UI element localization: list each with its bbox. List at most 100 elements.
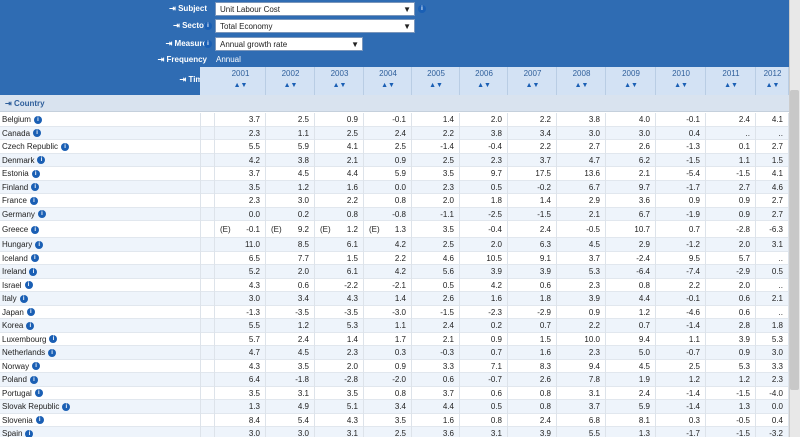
year-label: 2005 — [427, 69, 445, 78]
info-icon[interactable]: i — [204, 40, 212, 48]
table-cell: 2.3 — [557, 346, 606, 360]
year-label: 2006 — [475, 69, 493, 78]
info-icon[interactable]: i — [418, 5, 426, 13]
sort-arrows[interactable]: ▲▼ — [574, 82, 589, 89]
sort-arrows[interactable]: ▲▼ — [724, 82, 738, 89]
table-cell: 0.9 — [656, 194, 706, 208]
country-name[interactable]: Estonia i — [2, 167, 40, 181]
table-cell: 4.2 — [364, 238, 412, 252]
flag-cell — [200, 386, 215, 400]
sort-arrows[interactable]: ▲▼ — [332, 82, 347, 89]
table-cell: 3.7 — [557, 400, 606, 414]
sort-arrows[interactable]: ▲▼ — [674, 82, 688, 89]
country-name[interactable]: Luxembourg i — [2, 333, 58, 347]
country-header-row — [0, 95, 789, 112]
table-cell: 1.2 — [656, 373, 706, 387]
info-icon: i — [35, 240, 44, 249]
table-cell: 3.6 — [606, 194, 656, 208]
year-label: 2008 — [572, 69, 591, 78]
table-cell: -0.5 — [557, 221, 606, 238]
country-name[interactable]: Canada i — [2, 127, 42, 141]
country-name[interactable]: Norway i — [2, 360, 41, 374]
table-cell: -1.5 — [706, 386, 756, 400]
table-cell: 0.5 — [460, 400, 508, 414]
country-name[interactable]: Finland i — [2, 181, 40, 195]
sort-arrows[interactable]: ▲▼ — [525, 82, 540, 89]
table-cell: 9.5 — [656, 251, 706, 265]
country-name[interactable]: Spain i — [2, 427, 34, 437]
table-cell: 0.6 — [706, 305, 756, 319]
sort-arrows[interactable]: ▲▼ — [624, 82, 638, 89]
subject-select[interactable]: Unit Labour Cost ▼ — [215, 2, 415, 16]
table-cell: 2.5 — [364, 140, 412, 154]
sort-arrows[interactable]: ▲▼ — [381, 82, 395, 89]
table-cell: 6.5 — [215, 251, 266, 265]
table-cell: 3.5 — [412, 167, 460, 181]
flag-cell — [200, 180, 215, 194]
table-cell: 3.3 — [412, 359, 460, 373]
table-cell: 1.2 — [606, 305, 656, 319]
table-cell: 6.3 — [508, 238, 557, 252]
table-cell: 6.1 — [315, 265, 364, 279]
country-name[interactable]: Denmark i — [2, 154, 46, 168]
country-name[interactable]: Czech Republic i — [2, 140, 70, 154]
country-name[interactable]: Slovenia i — [2, 414, 44, 428]
country-name[interactable]: Netherlands i — [2, 346, 57, 360]
table-cell: -0.1 — [656, 113, 706, 127]
table-cell: -1.4 — [412, 140, 460, 154]
country-name[interactable]: Poland i — [2, 373, 38, 387]
estimate-flag: (E) — [220, 225, 231, 234]
table-cell: -0.1 — [656, 292, 706, 306]
sort-arrows[interactable]: ▲▼ — [477, 82, 491, 89]
table-cell: 6.1 — [315, 238, 364, 252]
country-name[interactable]: Greece i — [2, 221, 40, 238]
country-name[interactable]: Ireland i — [2, 265, 38, 279]
country-name[interactable]: Korea i — [2, 319, 35, 333]
table-cell: -1.5 — [412, 305, 460, 319]
table-cell: 5.1 — [315, 400, 364, 414]
table-cell: 5.9 — [606, 400, 656, 414]
table-cell: 2.3 — [412, 180, 460, 194]
scrollbar-thumb[interactable] — [790, 90, 799, 390]
table-cell: -1.5 — [508, 207, 557, 221]
country-name[interactable]: Iceland i — [2, 252, 39, 266]
table-cell: 3.9 — [508, 427, 557, 437]
table-row — [0, 400, 789, 414]
country-name[interactable]: Israel i — [2, 279, 33, 293]
country-name[interactable]: Japan i — [2, 306, 35, 320]
table-cell: 4.1 — [315, 140, 364, 154]
measure-select[interactable]: Annual growth rate ▼ — [215, 37, 363, 51]
info-icon[interactable]: i — [204, 22, 212, 30]
sort-arrows[interactable]: ▲▼ — [765, 82, 780, 89]
table-cell: 2.0 — [706, 238, 756, 252]
table-cell: 0.7 — [656, 221, 706, 238]
info-icon: i — [29, 196, 38, 205]
info-icon: i — [31, 225, 40, 234]
table-cell: 2.3 — [557, 278, 606, 292]
table-cell: 6.2 — [606, 153, 656, 167]
sort-arrows[interactable]: ▲▼ — [233, 82, 248, 89]
sector-select[interactable]: Total Economy ▼ — [215, 19, 415, 33]
country-name[interactable]: Slovak Republic i — [2, 400, 71, 414]
country-name[interactable]: Italy i — [2, 292, 28, 306]
table-cell: -4.6 — [656, 305, 706, 319]
country-name[interactable]: Hungary i — [2, 238, 44, 252]
table-cell: 0.3 — [656, 413, 706, 427]
table-cell: 4.5 — [606, 359, 656, 373]
sort-arrows[interactable]: ▲▼ — [283, 82, 298, 89]
table-cell: 6.4 — [215, 373, 266, 387]
country-name[interactable]: Portugal i — [2, 387, 43, 401]
table-cell: 1.8 — [460, 194, 508, 208]
table-cell: 1.6 — [508, 346, 557, 360]
country-name[interactable]: Belgium i — [2, 113, 42, 127]
country-header[interactable]: ⇥ Country — [5, 99, 45, 108]
sort-arrows[interactable]: ▲▼ — [429, 82, 443, 89]
table-cell: -3.5 — [315, 305, 364, 319]
table-cell: 1.3 — [215, 400, 266, 414]
table-cell: 13.6 — [557, 167, 606, 181]
country-name[interactable]: Germany i — [2, 208, 46, 222]
country-name[interactable]: France i — [2, 194, 38, 208]
info-icon: i — [25, 429, 34, 437]
info-icon: i — [33, 115, 42, 124]
table-cell: 1.7 — [364, 332, 412, 346]
